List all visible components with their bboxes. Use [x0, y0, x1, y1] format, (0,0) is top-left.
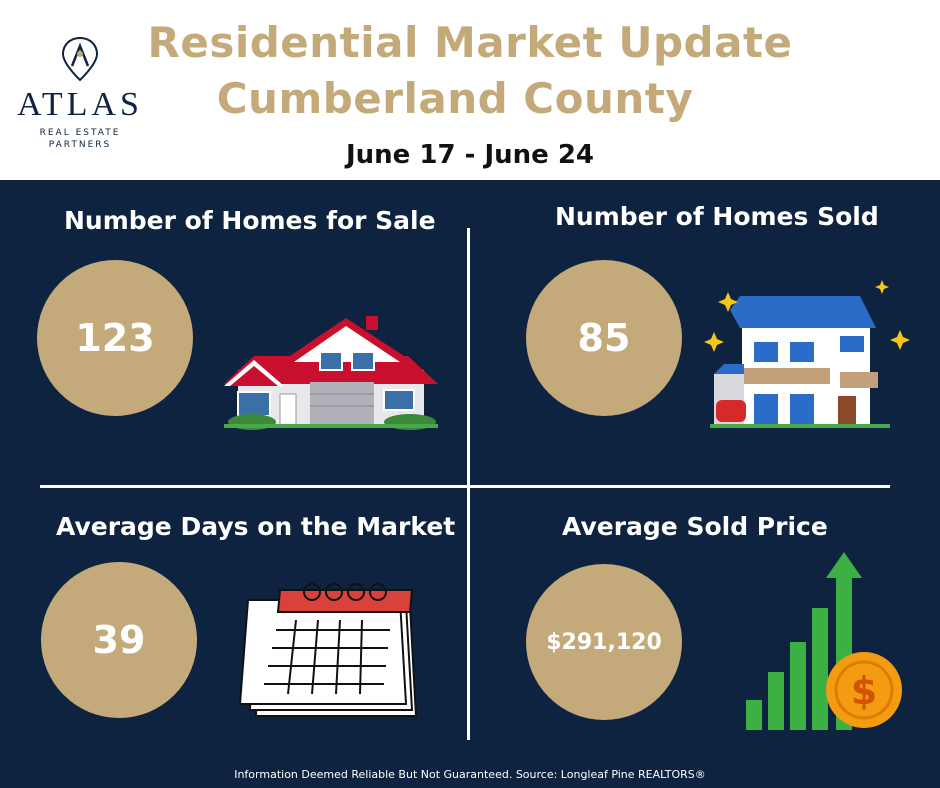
source-footnote: Information Deemed Reliable But Not Guar… — [234, 768, 706, 781]
growth-chart-icon: $ — [746, 552, 902, 730]
days-on-market-value: 39 — [41, 562, 197, 718]
average-price-label: Average Sold Price — [562, 512, 828, 541]
logo-subtitle: PARTNERS — [48, 140, 112, 150]
logo-subtitle: REAL ESTATE — [39, 128, 121, 138]
date-range: June 17 - June 24 — [345, 140, 594, 170]
horizontal-divider — [40, 485, 890, 488]
house-icon — [224, 316, 438, 430]
homes-sold-label: Number of Homes Sold — [555, 202, 879, 231]
average-price-value: $291,120 — [526, 564, 682, 720]
location-pin-icon — [61, 36, 99, 82]
days-on-market-label: Average Days on the Market — [56, 512, 456, 541]
logo-wordmark: ATLAS — [17, 86, 143, 123]
homes-sold-value: 85 — [526, 260, 682, 416]
homes-for-sale-value: 123 — [37, 260, 193, 416]
atlas-logo: ATLAS REAL ESTATE PARTNERS — [10, 36, 150, 156]
svg-text:$: $ — [851, 669, 877, 713]
sold-house-icon — [704, 280, 910, 428]
header: ATLAS REAL ESTATE PARTNERS Residential M… — [0, 0, 940, 180]
homes-for-sale-label: Number of Homes for Sale — [64, 206, 436, 235]
calendar-icon — [238, 583, 418, 717]
page-title: Residential Market Update — [147, 18, 793, 67]
page-subtitle: Cumberland County — [216, 74, 694, 123]
vertical-divider — [467, 228, 470, 740]
stats-panel: Number of Homes for Sale 123 Number of H… — [0, 180, 940, 788]
